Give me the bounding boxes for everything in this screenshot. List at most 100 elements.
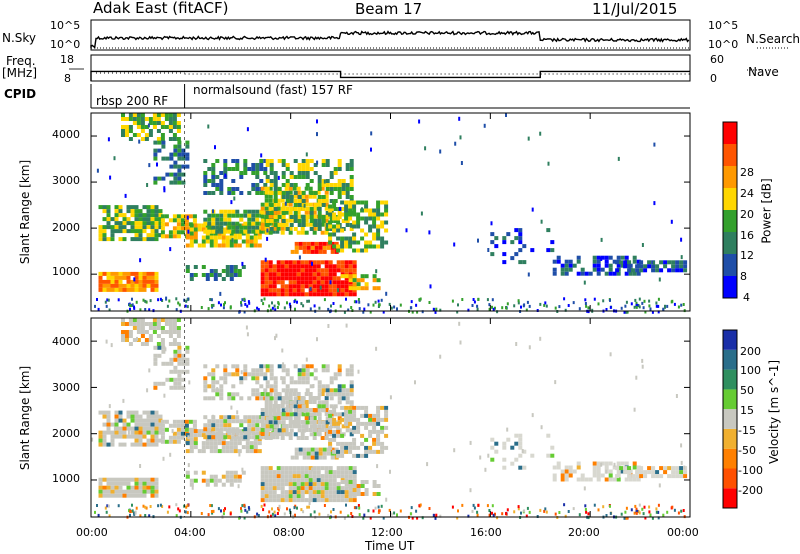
x-tick-label: 00:00 xyxy=(76,526,108,539)
power-cell xyxy=(352,288,357,293)
power-cell xyxy=(356,278,361,283)
velocity-cell xyxy=(320,478,325,483)
power-cell xyxy=(337,187,342,191)
velocity-cell xyxy=(114,430,119,435)
power-cell xyxy=(243,209,248,214)
velocity-cell xyxy=(264,494,269,499)
power-cell xyxy=(264,257,267,262)
power-cell xyxy=(596,259,601,264)
velocity-cell xyxy=(285,372,290,377)
velocity-cell xyxy=(146,422,151,427)
power-cell xyxy=(150,225,155,230)
velocity-colorbar-segment xyxy=(723,369,737,390)
power-cell xyxy=(332,216,337,221)
power-cell xyxy=(372,220,377,225)
velocity-cell xyxy=(126,489,131,494)
velocity-cell xyxy=(98,430,103,435)
velocity-cell xyxy=(193,478,198,483)
power-cell xyxy=(328,264,333,269)
power-cell xyxy=(134,271,139,276)
velocity-cell xyxy=(337,416,342,421)
power-cell xyxy=(368,240,373,245)
velocity-cell xyxy=(128,330,133,334)
velocity-cell xyxy=(625,516,628,520)
velocity-cell xyxy=(340,494,345,499)
velocity-cell xyxy=(294,455,299,460)
power-cell xyxy=(227,187,232,191)
power-cell xyxy=(160,125,165,129)
power-cell xyxy=(592,255,597,260)
power-cell xyxy=(572,263,577,268)
power-cell xyxy=(233,269,238,273)
velocity-cell xyxy=(332,498,337,503)
power-ytick: 1000 xyxy=(52,265,80,278)
velocity-cell xyxy=(324,490,329,495)
velocity-cell xyxy=(314,451,319,456)
velocity-cell xyxy=(281,408,286,413)
power-cell xyxy=(207,213,212,218)
power-cell xyxy=(297,171,302,175)
power-cell xyxy=(296,214,301,219)
velocity-cell xyxy=(154,422,159,427)
velocity-cell xyxy=(181,369,186,374)
velocity-cell xyxy=(203,427,208,432)
power-cell xyxy=(289,171,294,175)
power-cell xyxy=(148,121,153,125)
velocity-cell xyxy=(300,400,305,404)
power-cell xyxy=(320,284,325,289)
power-cell xyxy=(324,284,329,289)
power-cell xyxy=(490,252,495,257)
velocity-cell xyxy=(648,510,651,514)
power-cell xyxy=(285,195,290,199)
velocity-cell xyxy=(146,418,151,423)
velocity-cell xyxy=(588,477,593,482)
velocity-cell xyxy=(293,380,298,385)
velocity-cell xyxy=(641,364,644,369)
power-cell xyxy=(312,214,317,219)
power-cell xyxy=(337,211,342,215)
velocity-cell xyxy=(298,451,303,456)
beam-label: Beam 17 xyxy=(355,0,423,18)
velocity-cell xyxy=(494,512,496,516)
velocity-cell xyxy=(207,372,212,377)
power-cell xyxy=(217,301,220,305)
velocity-cell xyxy=(506,437,511,442)
velocity-cell xyxy=(230,405,233,410)
velocity-cell xyxy=(396,513,398,517)
power-cell xyxy=(255,171,260,175)
power-cell xyxy=(348,264,353,269)
x-tick-label: 04:00 xyxy=(174,526,206,539)
power-cell xyxy=(122,283,127,288)
velocity-cell xyxy=(269,368,274,373)
power-cell xyxy=(316,272,321,277)
velocity-cell xyxy=(106,410,111,415)
velocity-cell xyxy=(546,433,551,438)
power-cell xyxy=(229,235,234,240)
velocity-cell xyxy=(207,384,212,389)
power-cell xyxy=(165,156,170,161)
power-cell xyxy=(296,300,298,304)
velocity-cell xyxy=(221,482,226,487)
power-cbar-tick: 24 xyxy=(740,187,754,200)
velocity-cell xyxy=(345,323,348,328)
power-cell xyxy=(305,159,310,163)
power-cell xyxy=(266,236,269,241)
power-cbar-tick: 28 xyxy=(740,166,754,179)
velocity-cell xyxy=(142,418,147,423)
power-cell xyxy=(329,171,334,175)
velocity-cell xyxy=(323,504,326,507)
power-cell xyxy=(276,288,281,293)
velocity-cell xyxy=(129,510,132,513)
power-cell xyxy=(639,268,644,273)
velocity-cell xyxy=(296,478,301,483)
velocity-cell xyxy=(284,494,289,499)
power-cell xyxy=(344,276,349,281)
velocity-cell xyxy=(277,364,282,369)
velocity-cell xyxy=(269,432,274,437)
velocity-cell xyxy=(251,435,256,440)
velocity-cell xyxy=(249,441,254,446)
power-cell xyxy=(344,288,349,293)
velocity-cell xyxy=(243,372,248,377)
power-cell xyxy=(106,287,111,292)
power-cell xyxy=(201,265,206,269)
